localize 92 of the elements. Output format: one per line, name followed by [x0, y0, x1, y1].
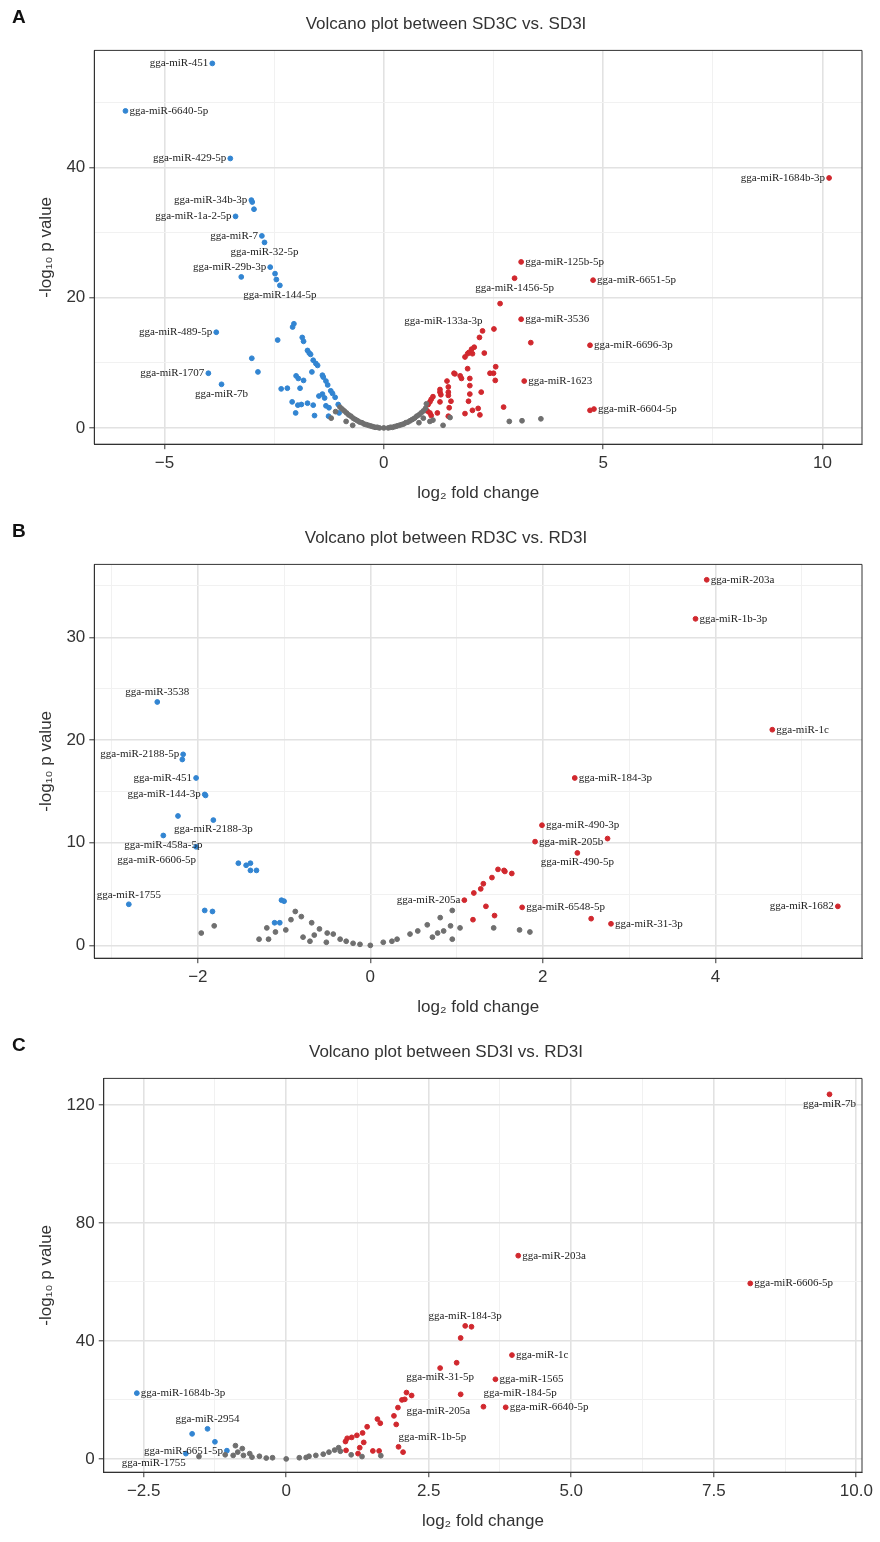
annotation: gga-miR-2188-3p — [173, 822, 254, 835]
annotation: gga-miR-490-3p — [545, 818, 620, 831]
x-tick-label: −2.5 — [126, 1481, 161, 1501]
annotation: gga-miR-34b-3p — [174, 193, 248, 205]
x-tick-label: 10 — [813, 453, 832, 473]
x-tick-label: −5 — [154, 453, 175, 473]
annotation: gga-miR-451 — [133, 770, 193, 783]
annotation: gga-miR-1755 — [121, 1456, 187, 1469]
x-tick-label: 4 — [710, 967, 721, 987]
x-axis-title: log₂ fold change — [417, 483, 540, 503]
x-axis-title: log₂ fold change — [421, 1511, 544, 1531]
annotation: gga-miR-490-5p — [540, 855, 615, 868]
annotation: gga-miR-184-5p — [483, 1386, 558, 1399]
y-tick-label: 10 — [66, 832, 86, 852]
annotation: gga-miR-6640-5p — [129, 103, 209, 116]
text: A — [12, 5, 26, 27]
annotation: gga-miR-1c — [515, 1347, 569, 1360]
annotation: gga-miR-144-3p — [127, 787, 202, 800]
annotation: gga-miR-1684b-3p — [140, 1386, 226, 1399]
annotation: gga-miR-6548-5p — [526, 900, 606, 913]
y-axis-title: -log₁₀ p value — [35, 710, 55, 812]
y-tick-label: 120 — [66, 1094, 95, 1114]
annotation: gga-miR-1b-5p — [398, 1430, 467, 1443]
chart-title: Volcano plot between RD3C vs. RD3I — [304, 527, 588, 547]
annotation: gga-miR-2954 — [175, 1412, 241, 1425]
annotation: gga-miR-184-3p — [428, 1309, 503, 1322]
annotation: gga-miR-203a — [522, 1248, 586, 1261]
y-tick-label: 40 — [66, 157, 86, 177]
annotation: gga-miR-184-3p — [578, 770, 653, 783]
annotation: gga-miR-7b — [802, 1096, 857, 1109]
annotation: gga-miR-1623 — [528, 373, 593, 386]
annotation: gga-miR-6640-5p — [509, 1400, 590, 1413]
annotation: gga-miR-1456-5p — [475, 280, 555, 293]
annotation: gga-miR-3538 — [125, 685, 190, 698]
y-tick-label: 20 — [66, 729, 86, 749]
annotation: gga-miR-451 — [149, 56, 209, 69]
annotation: gga-miR-31-5p — [406, 1370, 475, 1383]
x-axis-title: log₂ fold change — [417, 997, 540, 1017]
annotation: gga-miR-6651-5p — [597, 273, 677, 286]
annotation: gga-miR-1682 — [769, 899, 834, 912]
y-tick-label: 20 — [66, 287, 86, 307]
y-tick-label: 80 — [75, 1212, 95, 1232]
annotation: gga-miR-6606-5p — [117, 853, 197, 866]
annotation: gga-miR-458a-5p — [124, 837, 203, 850]
annotation: gga-miR-489-5p — [138, 325, 213, 338]
annotation: gga-miR-205a — [396, 893, 461, 906]
annotation: gga-miR-1755 — [96, 887, 162, 900]
annotation: gga-miR-7b — [194, 386, 249, 399]
annotation: gga-miR-1a-2-5p — [155, 209, 233, 222]
y-tick-label: 30 — [66, 626, 86, 646]
x-tick-label: 2.5 — [416, 1481, 441, 1501]
y-axis-title: -log₁₀ p value — [35, 196, 55, 298]
x-tick-label: 0 — [281, 1481, 291, 1501]
y-tick-label: 40 — [75, 1330, 95, 1350]
annotation: gga-miR-203a — [710, 572, 775, 585]
annotation: gga-miR-144-5p — [243, 287, 318, 300]
annotation: gga-miR-6696-3p — [594, 338, 674, 351]
annotation: gga-miR-133a-3p — [404, 314, 484, 327]
y-axis-title: -log₁₀ p value — [35, 1224, 55, 1326]
annotation: gga-miR-6651-5p — [144, 1443, 224, 1456]
x-tick-label: 0 — [379, 453, 389, 473]
annotation: gga-miR-205a — [406, 1403, 471, 1416]
annotation: gga-miR-29b-3p — [192, 260, 267, 273]
annotation: gga-miR-2188-5p — [100, 747, 180, 760]
annotation: gga-miR-1684b-3p — [740, 170, 826, 183]
y-tick-label: 0 — [85, 1448, 95, 1468]
annotation: gga-miR-6606-5p — [754, 1276, 834, 1289]
x-tick-label: 5.0 — [559, 1481, 584, 1501]
text: C — [12, 1033, 26, 1055]
annotation: gga-miR-1565 — [499, 1372, 565, 1385]
text: B — [12, 519, 26, 541]
annotation: gga-miR-3536 — [525, 312, 590, 325]
y-tick-label: 0 — [75, 935, 86, 955]
annotation: gga-miR-31-3p — [614, 916, 684, 929]
x-tick-label: 10.0 — [839, 1481, 873, 1501]
annotation: gga-miR-1b-3p — [699, 611, 768, 624]
chart-title: Volcano plot between SD3I vs. RD3I — [308, 1041, 584, 1061]
x-tick-label: 0 — [365, 967, 376, 987]
chart-title: Volcano plot between SD3C vs. SD3I — [305, 13, 587, 33]
x-tick-label: 7.5 — [701, 1481, 726, 1501]
x-tick-label: −2 — [188, 967, 208, 987]
annotation: gga-miR-7 — [210, 228, 259, 241]
annotation: gga-miR-125b-5p — [525, 254, 605, 267]
annotation: gga-miR-205b — [539, 834, 604, 847]
annotation: gga-miR-1707 — [140, 366, 205, 379]
x-tick-label: 2 — [538, 967, 548, 987]
x-tick-label: 5 — [598, 453, 608, 473]
annotation: gga-miR-32-5p — [230, 244, 299, 257]
y-tick-label: 0 — [75, 417, 86, 437]
annotation: gga-miR-429-5p — [152, 151, 227, 164]
annotation: gga-miR-1c — [776, 722, 829, 735]
annotation: gga-miR-6604-5p — [597, 401, 678, 414]
